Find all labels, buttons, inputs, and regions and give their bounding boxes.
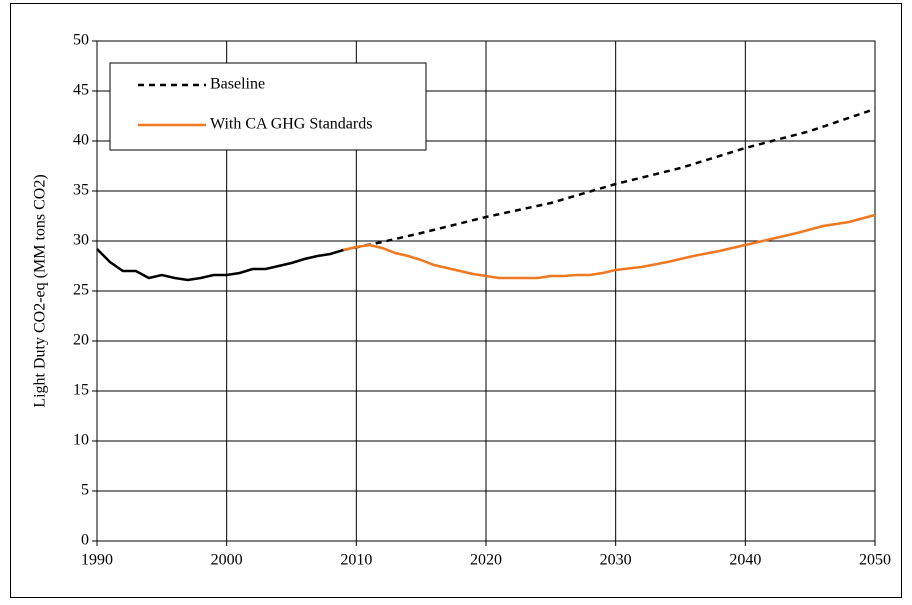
x-tick-label: 2010 [340, 552, 372, 569]
x-tick-label: 2040 [729, 552, 761, 569]
legend-label: Baseline [210, 76, 265, 93]
y-tick-label: 15 [73, 382, 89, 399]
series-line [343, 107, 876, 252]
x-tick-label: 2050 [859, 552, 891, 569]
y-tick-label: 20 [73, 332, 89, 349]
y-tick-label: 50 [73, 32, 89, 49]
y-tick-label: 0 [81, 532, 89, 549]
y-tick-label: 25 [73, 282, 89, 299]
series-line [96, 248, 344, 282]
y-tick-label: 40 [73, 132, 89, 149]
chart-frame [10, 3, 902, 598]
legend-label: With CA GHG Standards [210, 116, 372, 133]
series-line [343, 213, 876, 280]
y-tick-label: 45 [73, 82, 89, 99]
y-tick-label: 35 [73, 182, 89, 199]
x-tick-label: 2000 [211, 552, 243, 569]
y-tick-label: 5 [81, 482, 89, 499]
y-tick-label: 30 [73, 232, 89, 249]
y-tick-label: 10 [73, 432, 89, 449]
legend-box [109, 62, 427, 151]
x-tick-label: 2030 [600, 552, 632, 569]
x-tick-label: 1990 [81, 552, 113, 569]
y-axis-label: Light Duty CO2-eq (MM tons CO2) [32, 174, 49, 407]
x-tick-label: 2020 [470, 552, 502, 569]
